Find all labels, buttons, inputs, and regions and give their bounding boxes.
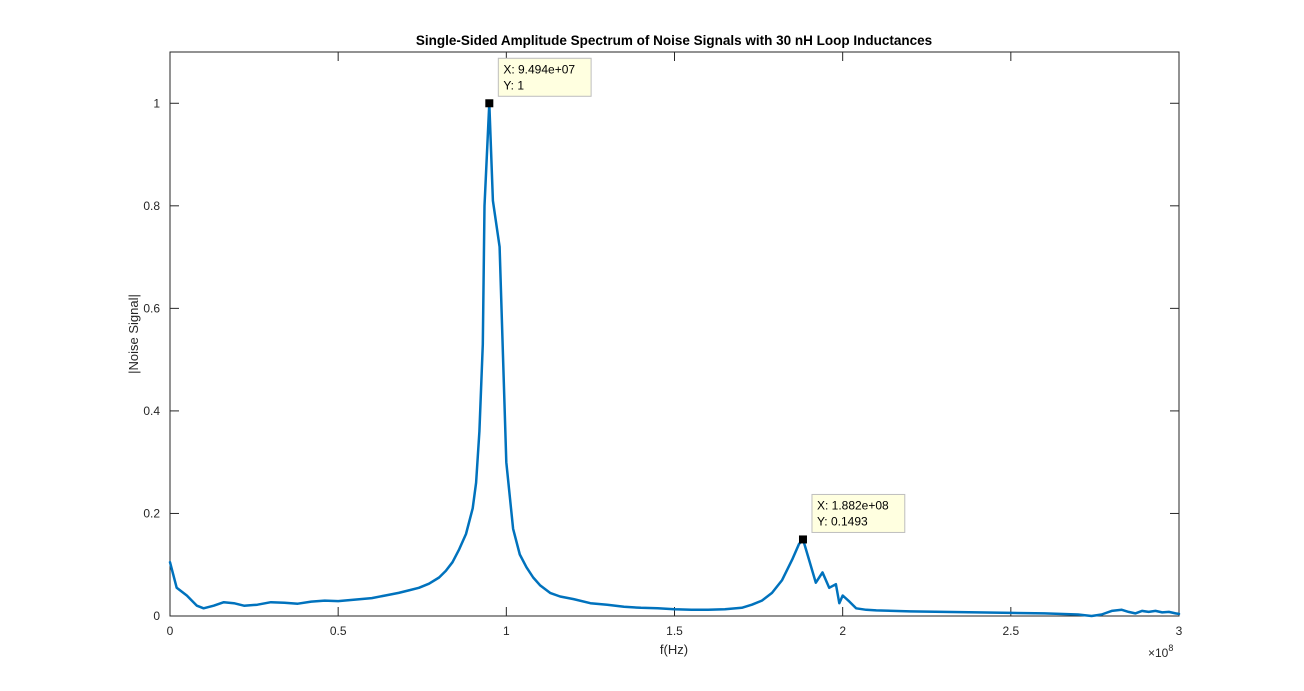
datatip-marker: [798, 535, 807, 544]
datatip-x-label: X: 9.494e+07: [503, 62, 575, 76]
x-axis-label: f(Hz): [660, 642, 688, 657]
y-tick-label: 0.8: [143, 199, 160, 213]
ticks-layer: 0 0.5 1 1.5 2 2.5 3 0 0.2 0.4 0.6 0.8 1: [143, 52, 1183, 638]
chart-title: Single-Sided Amplitude Spectrum of Noise…: [416, 33, 932, 48]
datatip-box: [811, 493, 906, 533]
x-tick-label: 1: [503, 624, 510, 638]
y-axis-label: |Noise Signal|: [126, 294, 141, 374]
x-tick-label: 3: [1176, 624, 1183, 638]
datatip-layer: X: 9.494e+07 Y: 1 X: 1.882e+08 Y: 0.1493: [485, 57, 906, 544]
y-tick-label: 0.2: [143, 506, 160, 520]
datatip-y-label: Y: 1: [503, 78, 524, 92]
y-tick-label: 0.6: [143, 301, 160, 315]
y-tick-label: 0.4: [143, 404, 160, 418]
datatip-y-label: Y: 0.1493: [817, 514, 868, 528]
datatip-box: [497, 57, 592, 97]
axes-box: [169, 51, 1180, 617]
x-axis-exponent: ×108: [1148, 643, 1173, 660]
x-tick-label: 0: [167, 624, 174, 638]
x-tick-label: 2: [839, 624, 846, 638]
x-tick-label: 2.5: [1002, 624, 1019, 638]
datatip-x-label: X: 1.882e+08: [817, 498, 889, 512]
x-axis-exponent-base: ×10: [1148, 646, 1169, 660]
x-tick-label: 0.5: [330, 624, 347, 638]
series-layer: [168, 102, 1181, 618]
x-axis-exponent-power: 8: [1168, 643, 1173, 653]
x-tick-label: 1.5: [666, 624, 683, 638]
y-tick-label: 1: [153, 96, 160, 110]
y-tick-label: 0: [153, 609, 160, 623]
series-line: [168, 102, 1181, 618]
datatip-marker: [485, 99, 494, 108]
